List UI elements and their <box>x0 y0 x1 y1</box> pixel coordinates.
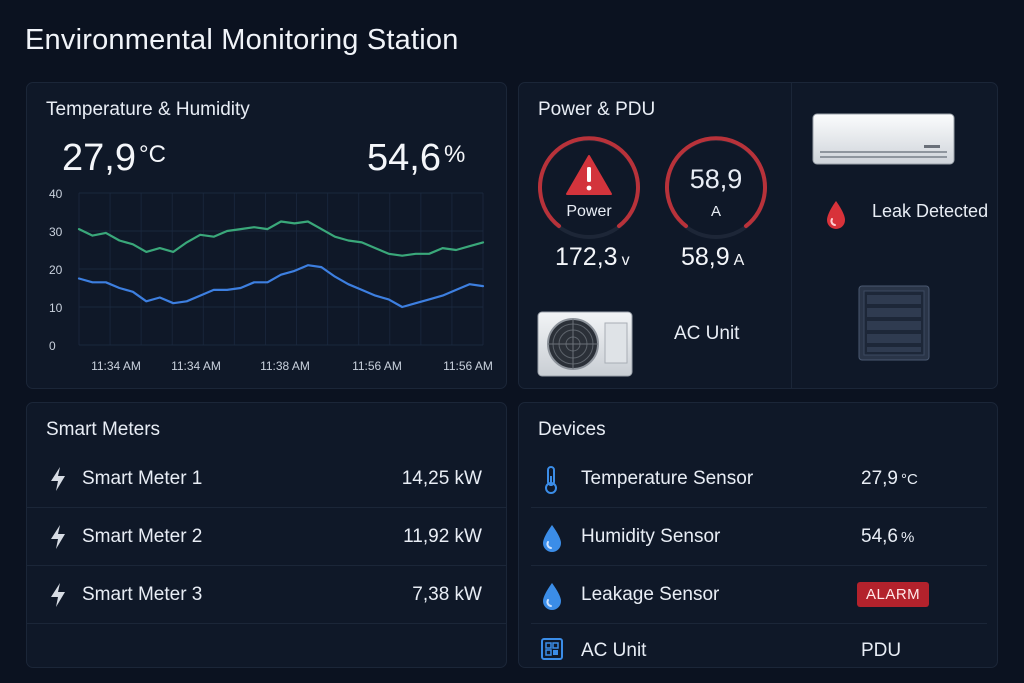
device-name: AC Unit <box>581 640 647 661</box>
device-value-unit: °C <box>900 471 918 488</box>
device-row-ac-unit[interactable]: AC Unit PDU <box>531 622 987 680</box>
water-drop-icon <box>543 583 561 610</box>
device-name: Leakage Sensor <box>581 584 720 605</box>
smart-meters-card: Smart Meters Smart Meter 1 14,25 kW Smar… <box>26 402 507 668</box>
smart-meter-name: Smart Meter 2 <box>82 526 203 547</box>
lightning-bolt-icon <box>51 525 65 549</box>
humidity-reading: 54,6% <box>367 137 465 180</box>
chart-y-tick-label: 20 <box>49 263 63 277</box>
voltage-value: 172,3 <box>555 243 618 271</box>
device-row-leakage-sensor[interactable]: Leakage Sensor ALARM <box>531 566 987 624</box>
voltage-reading: 172,3 v <box>555 243 630 272</box>
power-pdu-card: Power & PDU Power 58,9 A 172,3 v 58,9 A <box>518 82 998 389</box>
thermometer-icon <box>545 466 557 494</box>
current-gauge-unit: A <box>710 203 721 220</box>
power-card-divider <box>791 83 792 388</box>
water-drop-icon <box>543 525 561 552</box>
device-name: Humidity Sensor <box>581 526 721 547</box>
lightning-bolt-icon <box>51 583 65 607</box>
chart-x-tick-label: 11:34 AM <box>171 359 221 373</box>
smart-meter-value: 7,38 kW <box>412 584 482 605</box>
power-gauge-label: Power <box>566 203 612 220</box>
current-reading: 58,9 A <box>681 243 744 272</box>
device-value: 54,6% <box>861 526 914 548</box>
chart-x-tick-label: 11:56 AM <box>443 359 493 373</box>
humidity-value: 54,6 <box>367 137 441 179</box>
smart-meter-value: 11,92 kW <box>403 526 482 547</box>
device-value-unit: % <box>900 529 915 546</box>
current-gauge-ring <box>665 136 767 239</box>
humidity-unit: % <box>443 141 466 168</box>
smart-meter-row[interactable]: Smart Meter 3 7,38 kW <box>27 566 506 624</box>
ac-outdoor-unit-icon <box>537 311 633 377</box>
current-gauge-value: 58,9 <box>689 164 743 194</box>
voltage-unit: v <box>621 252 630 269</box>
smart-meter-row[interactable]: Smart Meter 1 14,25 kW <box>27 450 506 508</box>
smart-meter-name: Smart Meter 1 <box>82 468 203 489</box>
water-drop-icon <box>827 201 845 229</box>
smart-meter-row[interactable]: Smart Meter 2 11,92 kW <box>27 508 506 566</box>
chart-y-tick-label: 0 <box>49 339 56 353</box>
smart-meters-title: Smart Meters <box>46 419 161 440</box>
temperature-humidity-chart: 0 10 20 30 40 11:34 AM 11:34 AM 11:38 AM 11:56 A… <box>49 187 493 373</box>
device-value-number: 27,9 <box>861 468 898 489</box>
chart-x-tick-label: 11:56 AM <box>352 359 402 373</box>
ac-unit-label: AC Unit <box>674 323 740 344</box>
temperature-reading: 27,9 °C <box>62 137 166 180</box>
device-value: 27,9 °C <box>861 468 918 490</box>
warning-icon <box>566 155 612 195</box>
device-value: PDU <box>861 640 902 661</box>
device-row-humidity-sensor[interactable]: Humidity Sensor 54,6% <box>531 508 987 566</box>
current-unit: A <box>733 252 745 269</box>
alarm-badge: ALARM <box>857 582 930 607</box>
grid-icon <box>541 638 563 660</box>
temperature-value: 27,9 <box>62 137 136 179</box>
device-row-temperature-sensor[interactable]: Temperature Sensor 27,9 °C <box>531 450 987 508</box>
ac-indoor-unit-icon <box>812 113 955 165</box>
temperature-humidity-card: Temperature & Humidity 27,9 °C 54,6% 0 10 2… <box>26 82 507 389</box>
current-gauge: 58,9 A <box>664 136 768 240</box>
smart-meter-value: 14,25 kW <box>401 468 482 489</box>
temperature-series-line <box>77 220 485 257</box>
lightning-bolt-icon <box>51 467 65 491</box>
pdu-cabinet-icon <box>858 285 930 361</box>
temperature-unit: °C <box>138 141 166 168</box>
temperature-card-title: Temperature & Humidity <box>46 99 250 120</box>
current-value: 58,9 <box>681 243 730 271</box>
device-value-number: 54,6 <box>861 526 898 547</box>
page-title: Environmental Monitoring Station <box>25 24 459 56</box>
chart-x-tick-label: 11:38 AM <box>260 359 310 373</box>
chart-x-tick-label: 11:34 AM <box>91 359 141 373</box>
chart-y-tick-label: 30 <box>49 225 63 239</box>
power-card-title: Power & PDU <box>538 99 656 120</box>
power-gauge-ring <box>538 136 640 239</box>
devices-card: Devices Temperature Sensor 27,9 °C Humidi… <box>518 402 998 668</box>
chart-y-tick-label: 10 <box>49 301 63 315</box>
power-gauge: Power <box>537 136 641 240</box>
chart-y-tick-label: 40 <box>49 187 63 201</box>
humidity-series-line <box>77 264 485 309</box>
device-name: Temperature Sensor <box>581 468 754 489</box>
leak-detected-label: Leak Detected <box>872 201 989 221</box>
smart-meter-name: Smart Meter 3 <box>82 584 203 605</box>
devices-title: Devices <box>538 419 606 440</box>
